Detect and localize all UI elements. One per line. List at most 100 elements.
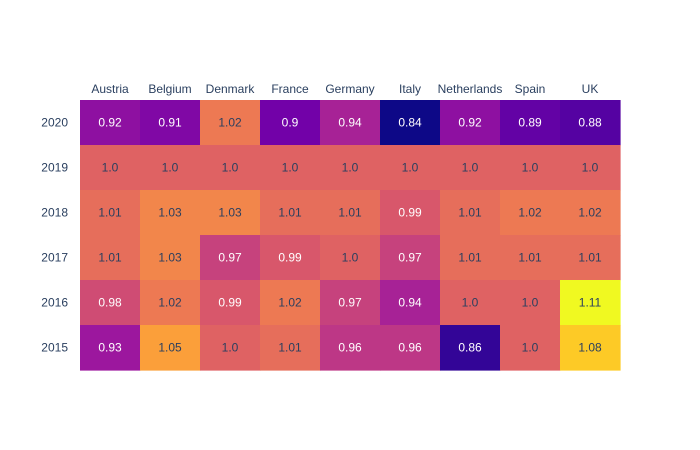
heatmap-cell: [380, 280, 441, 326]
cell-value-label: 0.92: [98, 116, 122, 130]
cell-value-label: 0.96: [398, 341, 422, 355]
heatmap-cell: [560, 145, 621, 191]
cell-value-label: 0.97: [398, 251, 422, 265]
cell-value-label: 1.0: [522, 161, 539, 175]
x-tick-label: Austria: [91, 82, 129, 96]
heatmap-cell: [440, 325, 501, 371]
x-tick-label: Germany: [325, 82, 374, 96]
cell-value-label: 1.0: [222, 161, 239, 175]
cell-value-label: 1.11: [579, 296, 602, 310]
cell-value-label: 1.0: [522, 341, 539, 355]
cell-value-label: 1.01: [98, 251, 122, 265]
heatmap-cell: [260, 280, 321, 326]
x-tick-label: Denmark: [206, 82, 256, 96]
cell-value-label: 1.0: [522, 296, 539, 310]
cell-value-label: 0.86: [458, 341, 482, 355]
cell-value-label: 0.88: [578, 116, 602, 130]
x-tick-label: Spain: [515, 82, 546, 96]
heatmap-cell: [200, 280, 261, 326]
heatmap-cell: [320, 280, 381, 326]
cell-value-label: 0.93: [98, 341, 122, 355]
heatmap-cell: [500, 235, 561, 281]
cell-value-label: 1.01: [458, 206, 482, 220]
cell-value-label: 0.91: [158, 116, 182, 130]
cell-value-label: 1.01: [278, 341, 302, 355]
heatmap-cell: [260, 190, 321, 236]
cell-value-label: 1.0: [342, 251, 359, 265]
heatmap-cell: [500, 325, 561, 371]
heatmap-cell: [380, 145, 441, 191]
heatmap-cells: 0.92 0.91 1.02 0.9 0.94 0.84 0.92 0.89 0.88 1.0 1.…: [80, 100, 621, 371]
heatmap-cell: [140, 235, 201, 281]
cell-value-label: 1.01: [98, 206, 122, 220]
cell-value-label: 0.97: [218, 251, 242, 265]
cell-value-label: 0.9: [282, 116, 299, 130]
heatmap-cell: [260, 100, 321, 146]
heatmap-cell: [140, 280, 201, 326]
cell-value-label: 1.01: [338, 206, 362, 220]
y-tick-label: 2019: [41, 161, 68, 175]
heatmap-cell: [200, 235, 261, 281]
cell-value-label: 1.0: [222, 341, 239, 355]
cell-value-label: 0.99: [218, 296, 242, 310]
heatmap-cell: [320, 235, 381, 281]
cell-value-label: 1.03: [158, 206, 182, 220]
heatmap-cell: [560, 190, 621, 236]
heatmap-cell: [200, 145, 261, 191]
cell-value-label: 1.02: [158, 296, 182, 310]
heatmap-cell: [140, 325, 201, 371]
heatmap-cell: [560, 100, 621, 146]
heatmap-cell: [260, 325, 321, 371]
cell-value-label: 1.03: [218, 206, 242, 220]
heatmap-cell: [380, 100, 441, 146]
y-tick-label: 2016: [41, 296, 68, 310]
x-tick-label: Italy: [399, 82, 421, 96]
cell-value-label: 0.98: [98, 296, 122, 310]
heatmap-cell: [200, 100, 261, 146]
cell-value-label: 1.0: [462, 296, 479, 310]
x-tick-label: Belgium: [148, 82, 191, 96]
heatmap-cell: [440, 190, 501, 236]
heatmap-cell: [560, 325, 621, 371]
cell-value-label: 0.97: [338, 296, 362, 310]
heatmap-cell: [440, 280, 501, 326]
heatmap-cell: [320, 190, 381, 236]
x-tick-label: France: [271, 82, 309, 96]
heatmap-cell: [140, 145, 201, 191]
x-axis-ticks: Austria Belgium Denmark France Germany Italy N…: [91, 82, 598, 96]
cell-value-label: 1.01: [518, 251, 542, 265]
heatmap-cell: [80, 190, 141, 236]
cell-value-label: 1.0: [282, 161, 299, 175]
heatmap-cell: [260, 145, 321, 191]
heatmap-cell: [500, 190, 561, 236]
heatmap-cell: [80, 100, 141, 146]
heatmap-cell: [320, 100, 381, 146]
y-tick-label: 2017: [41, 251, 68, 265]
cell-value-label: 1.0: [162, 161, 179, 175]
cell-value-label: 1.0: [102, 161, 119, 175]
cell-value-label: 1.03: [158, 251, 182, 265]
heatmap-cell: [500, 280, 561, 326]
cell-value-label: 0.99: [278, 251, 302, 265]
y-tick-label: 2020: [41, 116, 68, 130]
cell-value-label: 1.05: [158, 341, 182, 355]
cell-value-label: 1.01: [578, 251, 602, 265]
cell-value-label: 1.02: [218, 116, 242, 130]
heatmap-cell: [560, 235, 621, 281]
cell-value-label: 0.94: [398, 296, 422, 310]
cell-value-label: 0.89: [518, 116, 542, 130]
heatmap-cell: [200, 325, 261, 371]
cell-value-label: 1.01: [458, 251, 482, 265]
y-tick-label: 2015: [41, 341, 68, 355]
cell-value-label: 1.0: [582, 161, 599, 175]
heatmap-cell: [380, 235, 441, 281]
cell-value-label: 1.08: [578, 341, 602, 355]
heatmap-cell: [140, 190, 201, 236]
heatmap-cell: [560, 280, 621, 326]
heatmap-cell: [80, 325, 141, 371]
heatmap-cell: [320, 325, 381, 371]
heatmap-cell: [80, 280, 141, 326]
cell-value-label: 1.02: [278, 296, 302, 310]
heatmap-cell: [380, 190, 441, 236]
cell-value-label: 0.84: [398, 116, 422, 130]
